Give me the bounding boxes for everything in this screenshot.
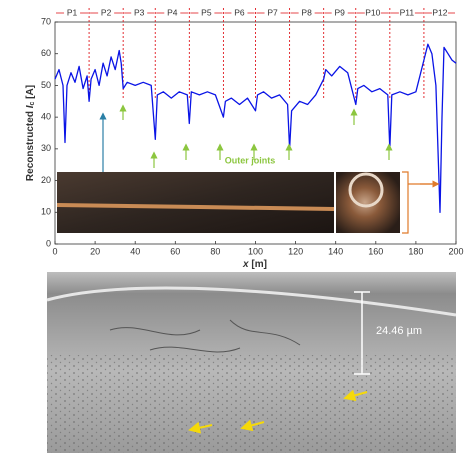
section-label: P2 (101, 7, 112, 17)
section-label: P4 (167, 7, 178, 17)
sem-photo: 24.46 µm (46, 272, 457, 453)
axes: 0 10 20 30 40 50 60 70 0 20 40 60 80 100 120 140 160 180 2… (41, 16, 464, 256)
x-tick-label: 0 (52, 246, 57, 256)
section-label: P11 (400, 7, 415, 17)
section-label: P10 (365, 7, 380, 17)
yellow-arrows (188, 389, 368, 434)
joint-arrows (119, 104, 393, 168)
y-label-symbol: I (25, 105, 36, 108)
x-tick-label: 80 (210, 246, 220, 256)
yellow-arrow (240, 419, 265, 432)
y-label-word: Reconstructed (25, 111, 36, 181)
x-axis-label: x [m] (242, 259, 267, 270)
yellow-arrow (188, 421, 213, 434)
sem-edge (46, 286, 457, 317)
joint-photo (336, 172, 400, 233)
scale-label: 24.46 µm (376, 325, 422, 337)
y-tick-label: 0 (46, 238, 51, 248)
y-tick-label: 20 (41, 175, 51, 185)
y-tick-label: 30 (41, 143, 51, 153)
y-label-unit: [A] (25, 85, 36, 99)
x-tick-label: 20 (90, 246, 100, 256)
joint-ring (348, 172, 384, 208)
y-tick-label: 70 (41, 16, 51, 26)
section-label: P12 (432, 7, 447, 17)
x-tick-label: 200 (448, 246, 463, 256)
x-tick-label: 100 (248, 246, 263, 256)
x-tick-label: 160 (368, 246, 383, 256)
sections: P1 P2 P3 P4 P5 P6 P7 P8 P9 P10 P11 P12 (56, 7, 455, 100)
y-tick-label: 50 (41, 80, 51, 90)
section-label: P7 (267, 7, 278, 17)
tape-strip (56, 203, 335, 211)
section-label: P9 (335, 7, 346, 17)
y-label-sub: c (29, 102, 36, 106)
section-label: P6 (234, 7, 245, 17)
x-tick-label: 60 (170, 246, 180, 256)
sem-texture (47, 355, 456, 453)
y-tick-label: 60 (41, 48, 51, 58)
section-label: P5 (201, 7, 212, 17)
x-label-unit: [m] (251, 259, 267, 270)
y-tick-label: 40 (41, 112, 51, 122)
y-tick-label: 10 (41, 207, 51, 217)
signal-line (54, 43, 457, 213)
tape-photo (57, 172, 334, 233)
x-label-symbol: x (242, 259, 249, 270)
chart: 0 10 20 30 40 50 60 70 0 20 40 60 80 100 120 140 160 180 2… (25, 7, 464, 269)
series (54, 43, 457, 213)
scale-bar (354, 291, 370, 375)
x-tick-label: 140 (328, 246, 343, 256)
y-axis-label: Reconstructed Ic [A] (25, 85, 38, 181)
section-label: P3 (134, 7, 145, 17)
section-label: P8 (301, 7, 312, 17)
yellow-arrow (343, 389, 368, 402)
sem-cracks (109, 319, 301, 353)
x-tick-label: 40 (130, 246, 140, 256)
section-label: P1 (67, 7, 78, 17)
x-tick-label: 120 (288, 246, 303, 256)
annotation: Outer joints (225, 155, 276, 165)
x-tick-label: 180 (408, 246, 423, 256)
